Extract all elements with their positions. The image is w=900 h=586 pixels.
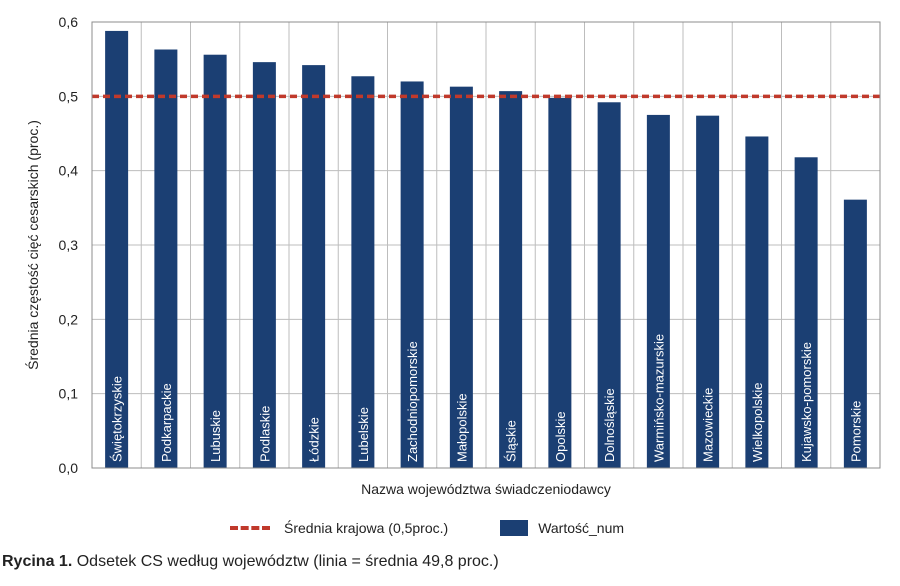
bar [499,91,523,468]
bar-category-label: Śląskie [504,420,519,462]
bar [105,30,129,468]
bar-category-label: Podlaskie [257,406,272,462]
bar [696,115,720,468]
bar [597,102,621,468]
bar [154,49,178,469]
bar [449,86,473,469]
y-tick-label: 0,4 [59,163,79,179]
bar-category-label: Kujawsko-pomorskie [799,342,814,462]
bar-category-label: Lubuskie [208,410,223,462]
y-tick-label: 0,0 [59,460,79,476]
y-tick-label: 0,3 [59,237,79,253]
bar-category-label: Lubelskie [356,407,371,462]
bar-category-label: Świętokrzyskie [110,376,125,462]
bar [351,76,375,468]
caption-text: Odsetek CS według województw (linia = śr… [76,553,499,570]
bar-swatch-icon [500,520,529,536]
bar-category-label: Warmińsko-mazurskie [651,334,666,462]
legend: Średnia krajowa (0,5proc.) Wartość_num [230,516,676,540]
legend-item-average: Średnia krajowa (0,5proc.) [230,520,448,536]
bar-category-label: Wielkopolskie [750,383,765,462]
legend-bar-label: Wartość_num [538,520,625,536]
dashed-line-icon [230,526,270,530]
bar [400,81,424,468]
bar-category-label: Dolnośląskie [602,388,617,462]
bar [302,65,326,468]
bar [794,157,818,468]
y-tick-label: 0,5 [59,88,79,104]
bar-chart: Świętokrzyskie Podkarpackie Lubuskie Podlas… [24,14,881,497]
bar-category-label: Zachodniopomorskie [405,341,420,462]
y-tick-label: 0,2 [59,311,79,327]
bar [548,97,572,468]
bar [745,136,769,468]
plot-frame [91,21,881,469]
bar [203,54,227,468]
x-axis-title: Nazwa województwa świadczeniodawcy [361,481,611,497]
bar-category-label: Pomorskie [848,401,863,462]
bar-category-label: Podkarpackie [159,383,174,462]
bar-category-label: Mazowieckie [701,388,716,462]
bars: Świętokrzyskie Podkarpackie Lubuskie Podlas… [105,30,867,469]
bar-category-label: Łódzkie [307,417,322,462]
y-tick-label: 0,6 [59,14,79,30]
legend-average-label: Średnia krajowa (0,5proc.) [284,520,449,536]
bar-category-label: Małopolskie [454,393,469,462]
figure-caption: Rycina 1. Odsetek CS według województw (… [2,553,499,571]
y-axis-title: Średnia częstość cięć cesarskich (proc.) [24,120,41,370]
y-tick-label: 0,1 [59,386,79,402]
bar-category-label: Opolskie [553,411,568,462]
bar [252,62,276,468]
caption-prefix: Rycina 1. [2,553,73,570]
legend-item-bars: Wartość_num [500,520,624,536]
bar [843,199,867,468]
bar [646,114,670,469]
y-axis-ticks: 0,0 0,1 0,2 0,3 0,4 0,5 0,6 [59,14,79,476]
